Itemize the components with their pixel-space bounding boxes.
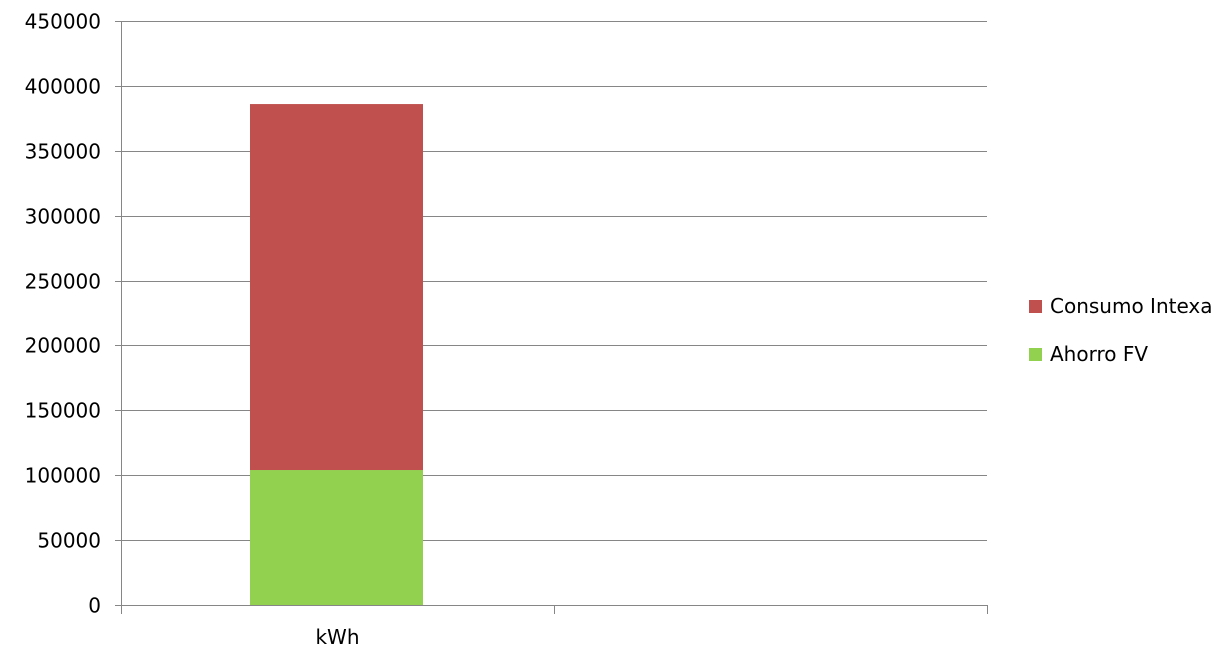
y-tick-label: 450000 — [25, 10, 101, 34]
legend-swatch-ahorro-fv — [1029, 348, 1042, 361]
y-tick-label: 50000 — [37, 529, 101, 553]
legend-label-ahorro-fv: Ahorro FV — [1050, 342, 1148, 366]
y-tick-label: 350000 — [25, 140, 101, 164]
y-tick-label: 0 — [88, 594, 101, 618]
legend-swatch-consumo-intexa — [1029, 300, 1042, 313]
x-category-label: kWh — [315, 625, 359, 649]
bars — [250, 104, 423, 605]
axes: 0 50000 100000 150000 200000 250000 300000 3500… — [25, 10, 988, 649]
y-tick-label: 250000 — [25, 270, 101, 294]
legend: Consumo Intexa Ahorro FV — [1029, 294, 1213, 366]
y-tick-label: 300000 — [25, 205, 101, 229]
y-tick-label: 150000 — [25, 399, 101, 423]
bar-segment-consumo-intexa — [250, 104, 423, 471]
y-tick-label: 400000 — [25, 75, 101, 99]
legend-label-consumo-intexa: Consumo Intexa — [1050, 294, 1213, 318]
y-tick-label: 100000 — [25, 464, 101, 488]
bar-segment-ahorro-fv — [250, 470, 423, 605]
y-tick-label: 200000 — [25, 334, 101, 358]
